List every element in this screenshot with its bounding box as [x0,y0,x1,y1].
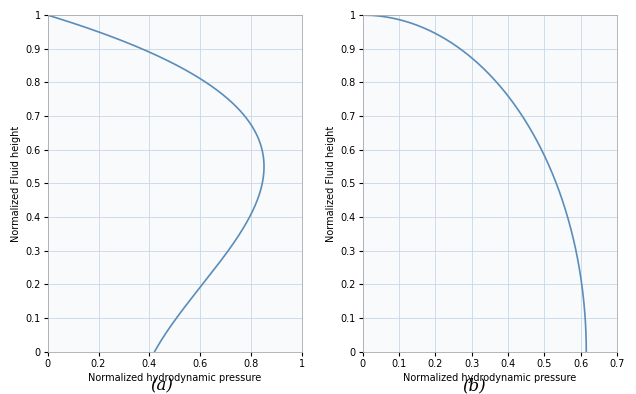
Y-axis label: Normalized Fluid height: Normalized Fluid height [11,125,21,242]
Y-axis label: Normalized Fluid height: Normalized Fluid height [326,125,336,242]
Text: (b): (b) [462,377,486,394]
Text: (a): (a) [151,377,174,394]
X-axis label: Normalized hydrodynamic pressure: Normalized hydrodynamic pressure [88,373,261,383]
X-axis label: Normalized hydrodynamic pressure: Normalized hydrodynamic pressure [403,373,576,383]
